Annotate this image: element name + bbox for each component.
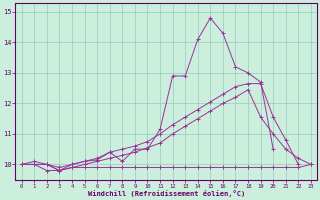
X-axis label: Windchill (Refroidissement éolien,°C): Windchill (Refroidissement éolien,°C) [88, 190, 245, 197]
